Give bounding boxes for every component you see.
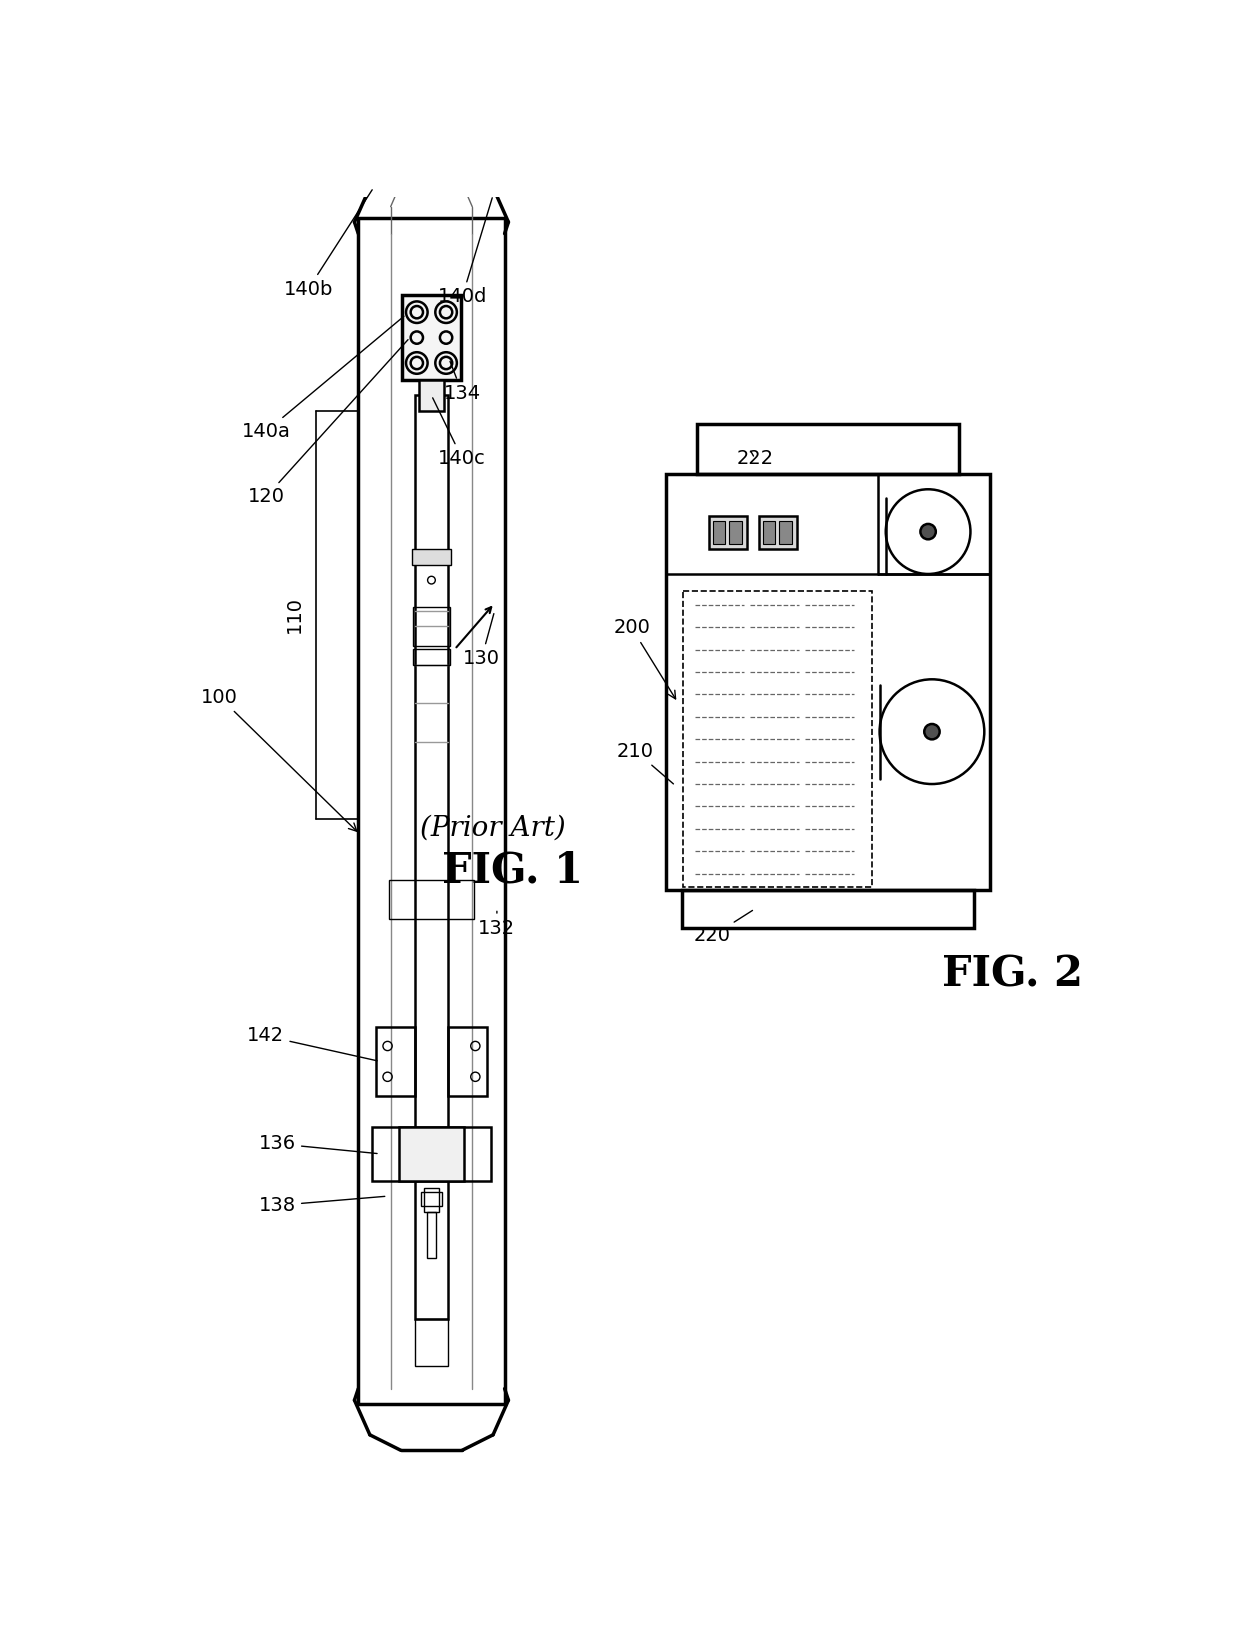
Text: 142: 142 xyxy=(247,1026,377,1060)
Bar xyxy=(713,521,725,544)
Text: 100: 100 xyxy=(201,688,357,831)
Bar xyxy=(399,1128,464,1180)
Circle shape xyxy=(924,724,940,739)
Text: 210: 210 xyxy=(618,741,673,783)
Bar xyxy=(780,521,792,544)
Bar xyxy=(427,1211,436,1257)
Bar xyxy=(372,1128,491,1180)
Bar xyxy=(424,1188,439,1211)
Text: FIG. 2: FIG. 2 xyxy=(942,954,1084,995)
Text: 120: 120 xyxy=(248,339,408,506)
Circle shape xyxy=(920,524,936,539)
Text: 132: 132 xyxy=(479,911,516,938)
Bar xyxy=(402,295,461,380)
Bar xyxy=(697,425,959,474)
Text: 110: 110 xyxy=(285,597,304,633)
Text: FIG. 1: FIG. 1 xyxy=(441,849,583,892)
Bar xyxy=(682,890,975,928)
Bar xyxy=(414,1319,449,1365)
Bar xyxy=(683,592,872,887)
Bar xyxy=(420,1192,443,1206)
Text: 140d: 140d xyxy=(438,198,492,306)
Text: 140b: 140b xyxy=(284,190,372,298)
Bar xyxy=(413,649,450,665)
Bar xyxy=(389,880,474,919)
Bar xyxy=(412,549,450,565)
Text: 130: 130 xyxy=(463,613,500,669)
Bar xyxy=(708,516,748,549)
Bar xyxy=(358,218,505,1405)
Text: (Prior Art): (Prior Art) xyxy=(420,815,565,841)
Text: 140a: 140a xyxy=(242,316,404,441)
Bar xyxy=(666,474,990,890)
Text: 200: 200 xyxy=(614,618,676,698)
Text: 138: 138 xyxy=(259,1196,384,1214)
Bar xyxy=(449,1026,487,1096)
Bar xyxy=(414,395,449,1319)
Bar xyxy=(759,516,797,549)
Text: 134: 134 xyxy=(444,361,481,403)
Bar xyxy=(729,521,742,544)
Text: 136: 136 xyxy=(259,1134,377,1154)
Text: 222: 222 xyxy=(737,449,774,469)
Bar xyxy=(376,1026,414,1096)
Text: 140c: 140c xyxy=(433,398,486,469)
Bar xyxy=(413,606,450,646)
Bar xyxy=(763,521,775,544)
Text: 220: 220 xyxy=(694,910,753,946)
Bar xyxy=(419,380,444,411)
